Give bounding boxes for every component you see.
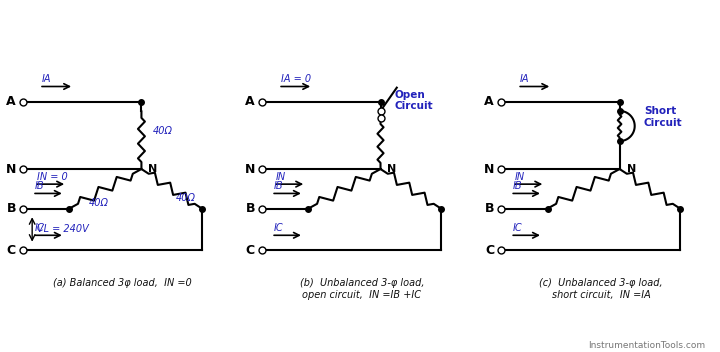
Text: open circuit,  IN =IB +IC: open circuit, IN =IB +IC (302, 290, 421, 300)
Text: IB: IB (274, 181, 283, 191)
Text: C: C (485, 244, 494, 257)
Text: 40Ω: 40Ω (153, 126, 173, 136)
Text: IC: IC (35, 223, 44, 233)
Text: C: C (6, 244, 16, 257)
Text: 40Ω: 40Ω (89, 198, 109, 208)
Text: IB: IB (35, 181, 44, 191)
Text: A: A (485, 95, 494, 108)
Text: InstrumentationTools.com: InstrumentationTools.com (588, 341, 706, 350)
Text: IA: IA (520, 74, 529, 84)
Text: IN = 0: IN = 0 (37, 172, 68, 182)
Text: IN: IN (515, 172, 525, 182)
Text: IB: IB (513, 181, 522, 191)
Text: B: B (6, 202, 16, 215)
Text: A: A (6, 95, 16, 108)
Text: B: B (485, 202, 494, 215)
Text: Short
Circuit: Short Circuit (644, 106, 683, 127)
Text: IA = 0: IA = 0 (281, 74, 310, 84)
Text: N: N (148, 164, 158, 174)
Text: IA: IA (42, 74, 51, 84)
Text: VL = 240V: VL = 240V (37, 225, 89, 234)
Text: A: A (246, 95, 255, 108)
Text: (a) Balanced 3φ load,  IN =0: (a) Balanced 3φ load, IN =0 (53, 278, 192, 288)
Text: N: N (387, 164, 397, 174)
Text: 40Ω: 40Ω (176, 194, 197, 203)
Text: IC: IC (513, 223, 522, 233)
Text: IC: IC (274, 223, 283, 233)
Text: (b)  Unbalanced 3-φ load,: (b) Unbalanced 3-φ load, (300, 278, 424, 288)
Text: (c)  Unbalanced 3-φ load,: (c) Unbalanced 3-φ load, (539, 278, 663, 288)
Text: short circuit,  IN =IA: short circuit, IN =IA (552, 290, 650, 300)
Text: C: C (246, 244, 255, 257)
Text: N: N (484, 163, 494, 176)
Text: IN: IN (276, 172, 286, 182)
Text: N: N (245, 163, 255, 176)
Text: Open
Circuit: Open Circuit (395, 90, 433, 111)
Text: B: B (246, 202, 255, 215)
Text: N: N (6, 163, 16, 176)
Text: N: N (626, 164, 636, 174)
